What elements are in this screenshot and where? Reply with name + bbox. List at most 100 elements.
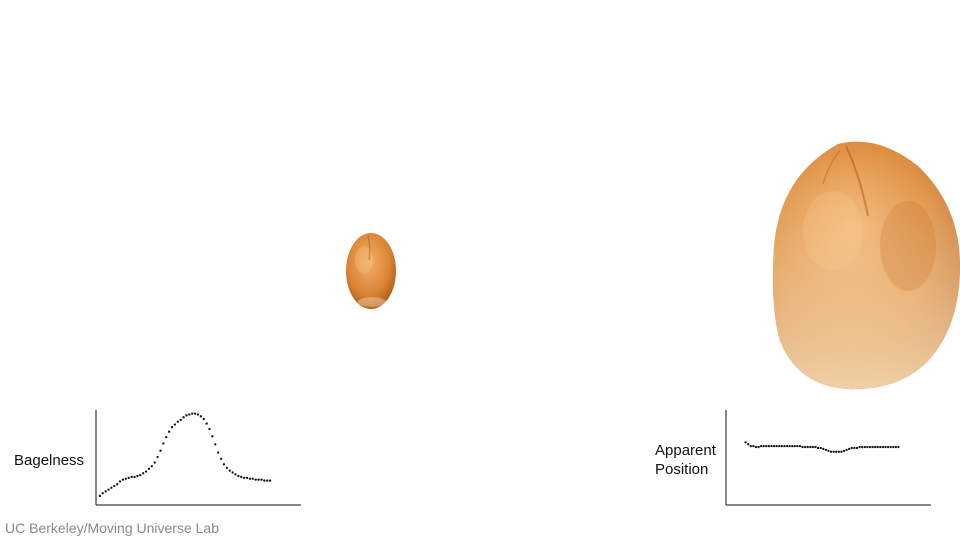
data-point (809, 445, 812, 449)
data-point (842, 449, 846, 452)
data-point (113, 484, 116, 488)
data-point (257, 478, 260, 481)
data-point (829, 450, 833, 453)
data-point (785, 444, 789, 448)
data-point (228, 469, 231, 472)
data-point (196, 413, 200, 416)
data-point (248, 477, 252, 480)
data-point (104, 490, 107, 493)
data-point (765, 444, 768, 448)
data-point (133, 475, 136, 479)
data-point (775, 444, 778, 448)
data-point (881, 445, 885, 449)
data-point (217, 451, 220, 454)
data-point (791, 444, 794, 448)
data-point (827, 449, 830, 452)
data-point (806, 445, 809, 449)
data-point (139, 473, 142, 477)
data-point (848, 447, 851, 451)
apparent-position-plot (725, 410, 931, 506)
data-point (193, 412, 197, 415)
data-point (845, 448, 848, 452)
data-point (819, 446, 822, 450)
data-point (124, 477, 127, 480)
credit-text: UC Berkeley/Moving Universe Lab (5, 520, 219, 536)
data-point (170, 426, 174, 429)
data-point (811, 445, 815, 449)
data-point (770, 444, 773, 448)
data-point (884, 445, 887, 449)
data-point (268, 479, 272, 482)
data-point (243, 476, 246, 480)
data-point (173, 423, 177, 426)
data-point (208, 427, 211, 431)
data-point (245, 476, 249, 480)
data-point (866, 445, 869, 449)
data-point (757, 445, 760, 449)
data-point (254, 478, 257, 481)
data-point (127, 476, 130, 480)
data-point (165, 435, 168, 439)
data-point (824, 448, 828, 452)
data-point (156, 455, 159, 459)
data-point (153, 461, 156, 464)
data-point (879, 445, 882, 449)
data-point (219, 457, 223, 461)
data-point (863, 445, 866, 449)
data-point (150, 464, 153, 468)
data-point (778, 444, 781, 448)
data-point (788, 444, 791, 448)
data-point (861, 445, 864, 449)
data-point (793, 444, 796, 448)
data-point (892, 445, 895, 449)
data-point (822, 447, 825, 451)
bagelness-axis-label: Bagelness (14, 452, 85, 469)
data-point (130, 475, 133, 479)
data-point (798, 444, 802, 448)
data-point (240, 475, 243, 479)
bread-roll-large-image (772, 141, 960, 390)
data-point (185, 414, 188, 417)
data-point (837, 450, 840, 453)
apparent-position-axis-label: Apparent Position (655, 442, 716, 478)
data-point (772, 444, 776, 448)
data-point (237, 474, 240, 478)
data-point (167, 430, 171, 433)
data-point (762, 444, 765, 448)
data-point (144, 470, 148, 473)
data-point (886, 445, 890, 449)
data-point (814, 445, 817, 449)
data-point (840, 450, 843, 453)
data-point (188, 413, 191, 416)
data-point (897, 445, 900, 449)
data-point (147, 467, 151, 470)
data-point (855, 446, 859, 450)
bread-roll-small-image (346, 233, 396, 309)
data-point (747, 443, 750, 446)
data-point (873, 445, 877, 449)
data-point (804, 445, 807, 449)
data-point (767, 444, 771, 448)
data-point (98, 494, 102, 498)
data-point (876, 445, 879, 449)
data-point (796, 444, 799, 448)
data-point (832, 450, 835, 453)
data-point (749, 444, 752, 448)
data-point (754, 445, 758, 449)
data-point (191, 412, 194, 415)
data-point (801, 445, 804, 449)
data-point (263, 479, 266, 482)
data-point (744, 441, 747, 444)
data-point (894, 445, 897, 449)
data-point (759, 444, 763, 448)
data-point (266, 479, 269, 482)
data-point (101, 492, 104, 495)
data-point (222, 463, 226, 466)
data-point (231, 471, 234, 474)
data-point (214, 443, 217, 446)
data-point (783, 444, 786, 448)
data-point (110, 486, 113, 489)
data-point (121, 478, 125, 481)
data-point (853, 446, 856, 450)
bagelness-plot (95, 410, 301, 506)
